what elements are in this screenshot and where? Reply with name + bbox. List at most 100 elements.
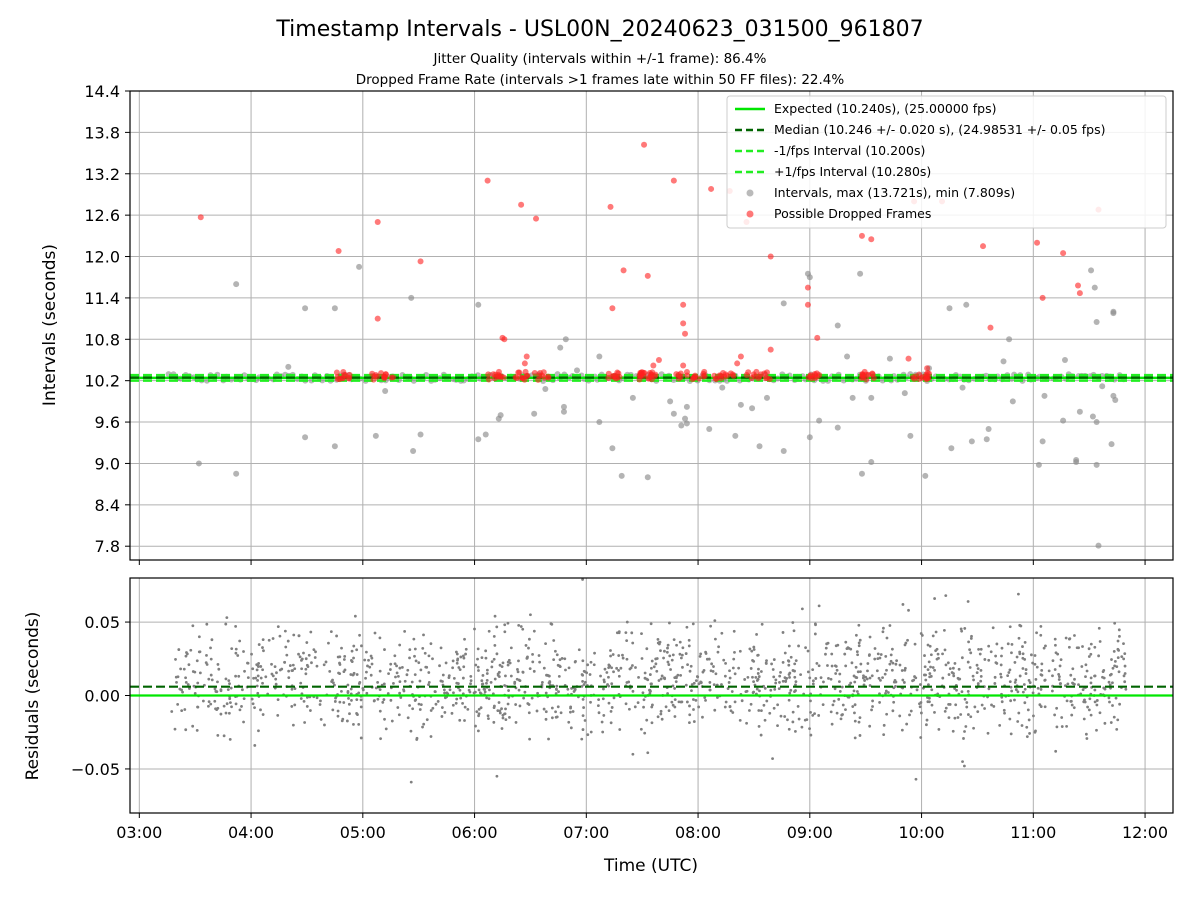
residual-point [663,676,666,680]
residual-point [504,674,507,678]
residual-point [1025,725,1029,729]
residual-point [760,622,764,626]
residual-point [367,658,370,662]
residual-point [631,752,635,756]
residual-point [1084,675,1087,679]
residual-point [710,662,714,666]
residual-point [396,706,400,709]
residual-point [352,722,355,726]
residual-point [931,666,935,669]
residual-point [204,661,208,665]
residual-point [219,689,223,693]
residual-point [926,643,930,647]
residual-point [439,646,443,650]
residual-point [883,672,887,676]
residual-point [884,689,888,693]
residual-point [1093,700,1097,704]
residual-point [462,665,466,669]
residual-point [799,673,803,677]
residual-point [554,715,558,719]
interval-point [557,344,564,351]
residual-point [299,681,303,685]
residual-point [941,652,944,656]
residual-point [998,723,1002,727]
interval-point [1093,461,1100,468]
residual-point [483,690,487,694]
residual-point [609,654,612,658]
residual-point [353,614,357,618]
residuals-y-tick-label: 0.05 [84,613,120,632]
residual-point [625,681,629,684]
interval-point [1061,356,1068,363]
residual-point [484,649,488,653]
residual-point [183,708,187,711]
dropped-frame-point [491,375,498,382]
residual-point [345,719,349,723]
residual-point [884,692,887,695]
residual-point [952,674,956,678]
residual-point [748,709,751,712]
residual-point [205,622,209,626]
residual-point [462,656,466,660]
dropped-frame-point [605,374,612,381]
residual-point [738,649,742,653]
residual-point [714,672,718,676]
dropped-frame-point [609,305,616,312]
residual-point [527,711,531,715]
residual-point [858,734,862,737]
residual-point [1123,652,1127,656]
residual-point [811,682,815,686]
residual-point [963,764,966,768]
dropped-frame-point [721,373,728,380]
residual-point [975,663,979,667]
intervals-y-tick-label: 14.4 [84,82,120,101]
residual-point [602,678,606,682]
dropped-frame-point [682,330,689,337]
residual-point [1021,645,1024,648]
residual-point [1077,683,1080,687]
residual-point [913,642,917,646]
residual-point [550,706,554,710]
interval-point [678,422,685,429]
residual-point [209,673,213,677]
residual-point [769,688,773,692]
residual-point [645,647,649,651]
residual-point [1082,717,1086,721]
residual-point [853,680,857,684]
residual-point [1101,670,1105,674]
residual-point [697,682,701,686]
residual-point [352,656,355,660]
residual-point [274,682,278,686]
residual-point [556,705,560,709]
residual-point [692,720,696,723]
residual-point [1019,624,1023,628]
residual-point [853,719,857,723]
residual-point [492,657,496,661]
residual-point [870,708,873,712]
residual-point [195,659,199,663]
residual-point [336,714,340,718]
residual-point [1021,690,1025,694]
residual-point [240,705,243,708]
residual-point [370,656,374,660]
interval-point [356,263,363,270]
residual-point [503,712,506,716]
residual-point [395,671,399,675]
residual-point [458,688,462,692]
residual-point [793,675,797,679]
dropped-frame-point [370,376,377,383]
residual-point [950,671,954,674]
interval-point [233,470,240,477]
residual-point [498,709,502,713]
residual-point [1112,715,1116,719]
residual-point [649,622,653,626]
residual-point [1117,670,1121,674]
residual-point [1112,650,1116,653]
residual-point [830,652,834,656]
residual-point [1024,668,1028,671]
residual-point [409,780,413,784]
residual-point [455,652,459,656]
residual-point [1029,653,1033,657]
residual-point [213,687,217,691]
residual-point [557,674,561,678]
